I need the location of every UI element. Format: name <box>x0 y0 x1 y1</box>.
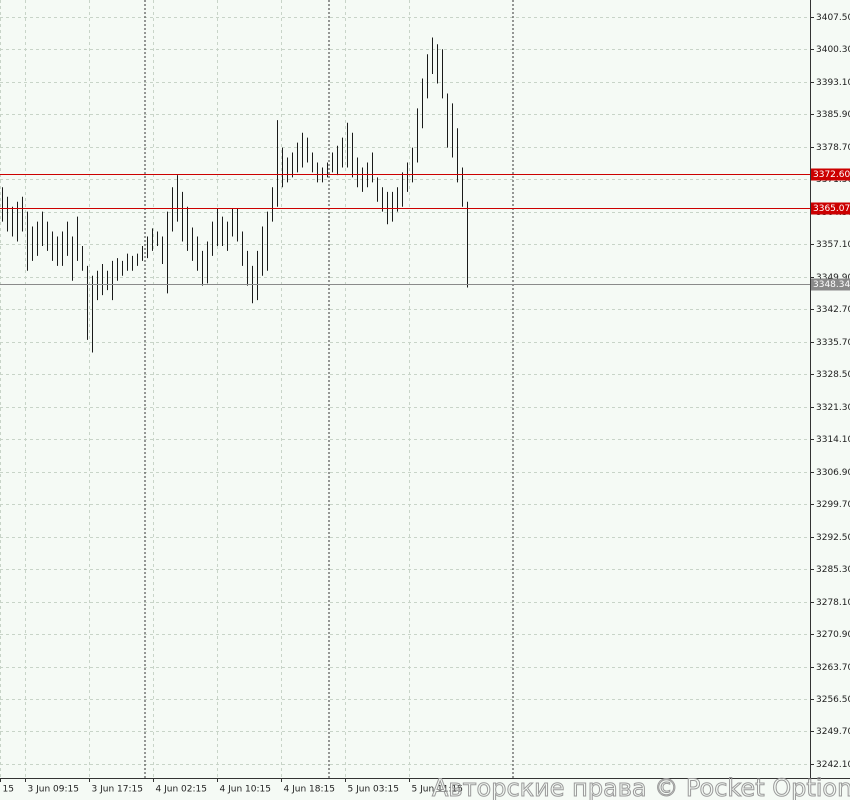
x-tick-label: 15 <box>3 785 14 795</box>
x-tick-label: 5 Jun 11:15 <box>412 785 463 795</box>
y-tick-label: 3270.90 <box>816 630 850 640</box>
y-tick-label: 3292.50 <box>816 533 850 543</box>
y-tick-label: 3256.50 <box>816 695 850 705</box>
y-tick-label: 3314.10 <box>816 435 850 445</box>
y-tick-label: 3249.70 <box>816 727 850 737</box>
y-tick-label: 3393.10 <box>816 78 850 88</box>
y-tick-label: 3321.30 <box>816 403 850 413</box>
price-bars <box>2 37 468 353</box>
level-label-box <box>811 202 850 215</box>
y-tick-label: 3335.70 <box>816 338 850 348</box>
grid <box>0 0 810 778</box>
x-tick-label: 5 Jun 03:15 <box>348 785 399 795</box>
y-tick-label: 3263.70 <box>816 663 850 673</box>
y-tick-label: 3349.90 <box>816 273 850 283</box>
y-tick-label: 3299.70 <box>816 500 850 510</box>
y-tick-label: 3242.10 <box>816 760 850 770</box>
x-tick-label: 3 Jun 09:15 <box>28 785 79 795</box>
level-label: 3365.07 <box>813 204 850 214</box>
level-label-box <box>811 278 850 291</box>
x-tick-label: 4 Jun 18:15 <box>284 785 335 795</box>
y-tick-label: 3285.30 <box>816 565 850 575</box>
y-tick-label: 3378.70 <box>816 143 850 153</box>
watermark: Авторские права © Pocket Option <box>432 774 850 800</box>
x-tick-label: 4 Jun 10:15 <box>220 785 271 795</box>
level-label-box <box>811 168 850 181</box>
y-tick-label: 3328.50 <box>816 370 850 380</box>
y-tick-label: 3407.50 <box>816 13 850 23</box>
x-tick-label: 4 Jun 02:15 <box>156 785 207 795</box>
y-tick-label: 3306.90 <box>816 468 850 478</box>
y-tick-label: 3400.30 <box>816 45 850 55</box>
y-tick-label: 3357.10 <box>816 240 850 250</box>
level-label: 3372.60 <box>813 170 850 180</box>
y-tick-label: 3385.90 <box>816 110 850 120</box>
x-tick-label: 3 Jun 17:15 <box>92 785 143 795</box>
y-tick-label: 3342.70 <box>816 305 850 315</box>
level-label: 3348.34 <box>813 280 850 290</box>
price-levels: 3372.60 3365.07 3348.34 <box>0 168 850 291</box>
y-tick-label: 3278.10 <box>816 598 850 608</box>
